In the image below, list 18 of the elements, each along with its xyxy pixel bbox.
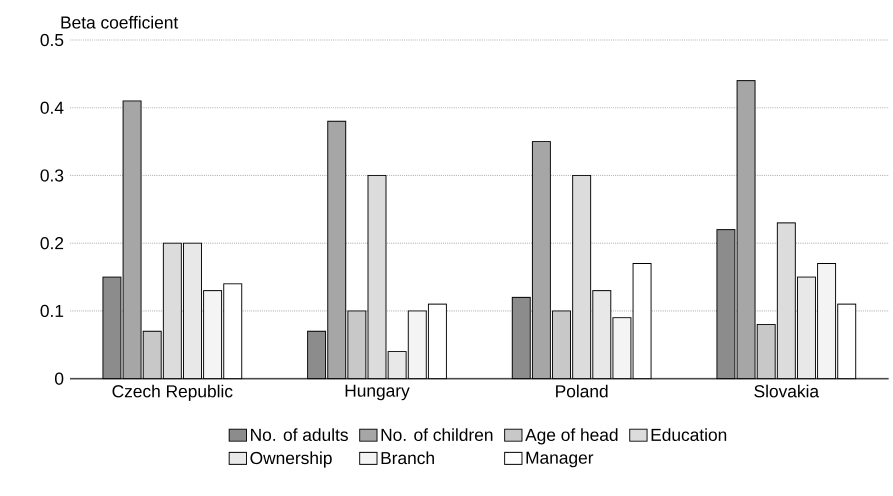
- y-tick-label: 0.5: [40, 34, 64, 46]
- y-tick-label: 0: [54, 372, 64, 385]
- x-tick-label: Slovakia: [754, 384, 820, 398]
- legend-label: Manager: [526, 452, 594, 468]
- legend-label: Education: [652, 428, 726, 442]
- y-axis-title: Beta coefficient: [61, 16, 178, 29]
- y-tick-label: 0.1: [40, 304, 64, 318]
- legend-label: No. of children: [382, 428, 492, 442]
- legend-label: No. of adults: [251, 428, 348, 442]
- x-tick-label: Poland: [556, 384, 608, 398]
- x-tick-label: Czech Republic: [112, 384, 233, 401]
- y-tick-label: 0.3: [40, 169, 64, 182]
- legend-label: Age of head: [525, 428, 618, 444]
- legend-label: Ownership: [250, 451, 332, 468]
- y-tick-label: 0.2: [40, 237, 64, 250]
- y-tick-label: 0.4: [40, 102, 64, 114]
- x-tick-label: Hungary: [346, 384, 410, 400]
- legend-label: Branch: [382, 451, 434, 464]
